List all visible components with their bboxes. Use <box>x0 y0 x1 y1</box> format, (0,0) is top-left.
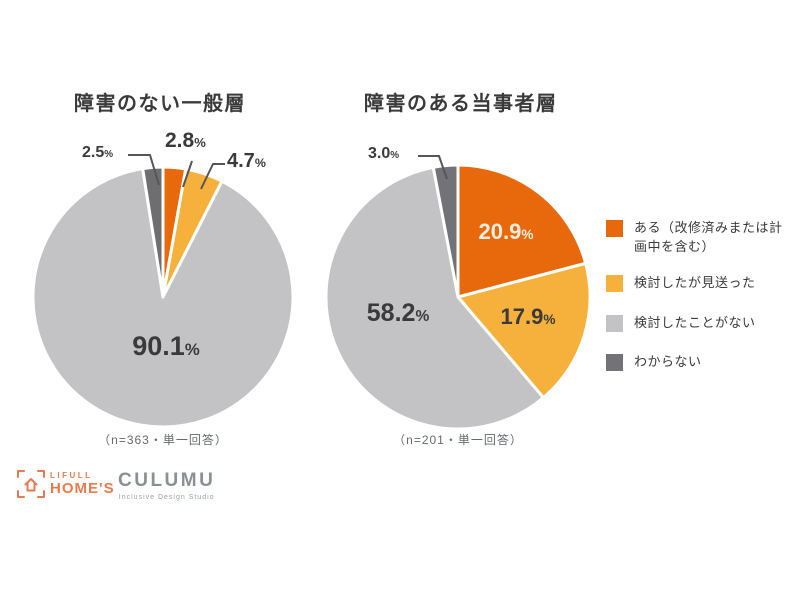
culumu-label: CULUMU <box>118 470 216 491</box>
label-unit: % <box>254 156 266 170</box>
legend-item-aru: ある（改修済みまたは計画中を含む） <box>606 219 796 257</box>
pie-slice-0 <box>456 163 588 299</box>
legend-swatch-lightgray <box>606 314 623 332</box>
legend-item-nai: 検討したことがない <box>606 314 796 333</box>
homes-label: HOME'S <box>50 479 115 497</box>
leader-line-2-8 <box>182 160 193 188</box>
leader-line-4-7 <box>200 163 225 190</box>
label-disabled-wakaranai: 3.0% <box>368 145 399 163</box>
label-unit: % <box>184 340 200 359</box>
legend-item-miokutta: 検討したが見送った <box>606 274 796 293</box>
label-disabled-miokutta: 17.9% <box>480 304 576 330</box>
culumu-tagline: Inclusive Design Studio <box>118 493 215 501</box>
pie-slice-1 <box>456 261 592 400</box>
legend-label: 検討したが見送った <box>634 274 756 290</box>
label-value: 90.1 <box>132 331 185 361</box>
pie-chart-general <box>31 154 295 429</box>
pie-slices <box>31 165 295 429</box>
caption-general: （n=363・単一回答） <box>98 433 228 447</box>
label-unit: % <box>390 150 400 161</box>
legend-swatch-darkgray <box>606 354 623 372</box>
label-general-wakaranai: 2.5% <box>82 144 113 162</box>
legend-label: ある（改修済みまたは計画中を含む） <box>634 220 783 254</box>
label-value: 17.9 <box>500 304 544 329</box>
legend-label: わからない <box>634 354 702 370</box>
label-value: 58.2 <box>366 299 416 327</box>
lifull-label: LIFULL <box>50 470 93 480</box>
label-value: 2.8 <box>165 129 195 152</box>
label-general-miokutta: 4.7% <box>227 150 266 173</box>
label-general-nai: 90.1% <box>118 331 214 362</box>
legend-swatch-orange <box>606 220 623 237</box>
label-unit: % <box>104 149 114 160</box>
pie-slice-3 <box>431 163 460 299</box>
pie-slice-2 <box>324 165 545 431</box>
label-disabled-nai: 58.2% <box>350 299 446 328</box>
chart-title-general: 障害のない一般層 <box>74 93 246 115</box>
culumu-logo: CULUMU Inclusive Design Studio <box>118 470 216 501</box>
label-value: 4.7 <box>227 150 255 172</box>
label-value: 3.0 <box>368 145 391 162</box>
label-value: 2.5 <box>82 144 105 161</box>
leader-line-2-5 <box>128 154 160 186</box>
lifull-house-icon <box>17 470 45 498</box>
lifull-logo-text: LIFULL HOME'S <box>50 471 115 497</box>
lifull-homes-logo: LIFULL HOME'S <box>16 469 115 499</box>
label-general-aru: 2.8% <box>165 129 206 153</box>
label-unit: % <box>521 227 534 242</box>
chart-title-disabled: 障害のある当事者層 <box>364 93 558 115</box>
label-disabled-aru: 20.9% <box>458 219 554 245</box>
legend-swatch-yellow <box>606 274 623 292</box>
legend-label: 検討したことがない <box>634 314 756 330</box>
label-value: 20.9 <box>478 219 522 244</box>
legend-item-wakaranai: わからない <box>606 353 796 372</box>
pie-chart-disabled <box>324 155 592 431</box>
label-unit: % <box>194 135 206 150</box>
label-unit: % <box>543 312 556 327</box>
legend: ある（改修済みまたは計画中を含む） 検討したが見送った 検討したことがない わか… <box>606 219 796 393</box>
pie-slices <box>324 163 592 431</box>
label-unit: % <box>415 308 430 325</box>
leader-line-3-0 <box>418 155 448 180</box>
caption-disabled: （n=201・単一回答） <box>393 433 523 447</box>
